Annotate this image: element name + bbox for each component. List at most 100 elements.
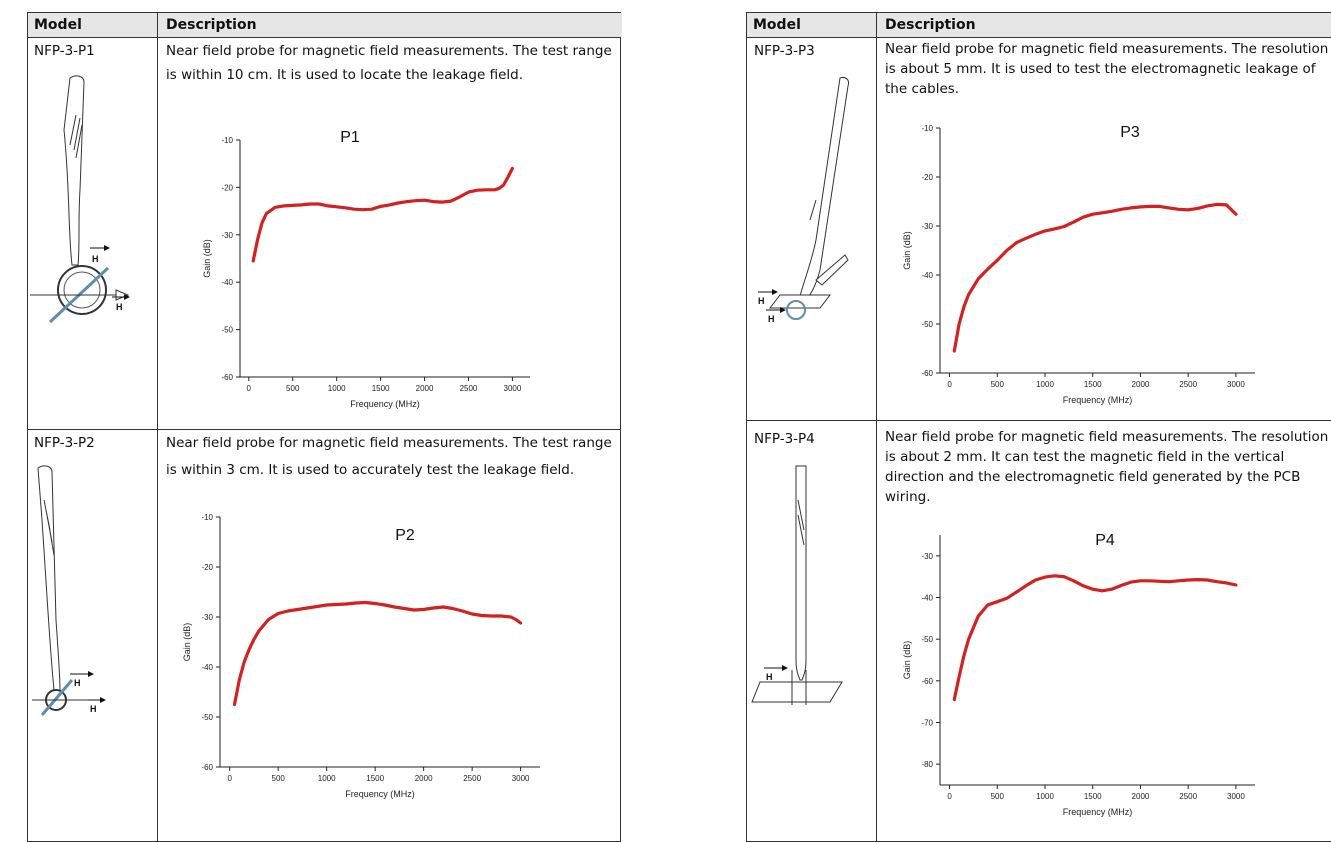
h-field-label: H — [90, 704, 97, 714]
x-tick-label: 2500 — [1179, 792, 1197, 801]
y-tick-label: -50 — [921, 635, 933, 644]
x-axis-label: Frequency (MHz) — [350, 399, 420, 409]
right-table-header — [747, 13, 1331, 37]
chart-title: P1 — [340, 129, 360, 146]
left-spec-table: Model Description — [27, 12, 622, 842]
y-tick-label: -50 — [921, 320, 933, 329]
chart-p2: -10 -20 -30 -40 -50 -60 0 500 1000 1500 2000 2500 30… — [182, 513, 540, 799]
y-tick-label: -60 — [921, 677, 933, 686]
description-line: Near field probe for magnetic field meas… — [166, 435, 612, 451]
chart-p3: -10 -20 -30 -40 -50 -60 0 500 1000 1500 2000 2500 30… — [902, 124, 1255, 405]
y-tick-label: -10 — [921, 124, 933, 133]
h-field-label: H — [758, 296, 765, 306]
x-tick-label: 2000 — [1132, 380, 1150, 389]
x-tick-label: 1000 — [328, 384, 346, 393]
model-name-p3: NFP-3-P3 — [754, 43, 815, 59]
x-tick-label: 3000 — [1227, 380, 1245, 389]
x-tick-label: 3000 — [1227, 792, 1245, 801]
model-name-p2: NFP-3-P2 — [34, 435, 95, 451]
description-line: Near field probe for magnetic field meas… — [885, 429, 1329, 445]
x-tick-label: 500 — [991, 380, 1005, 389]
y-tick-label: -60 — [221, 373, 233, 382]
x-tick-label: 3000 — [512, 774, 530, 783]
y-tick-label: -60 — [201, 763, 213, 772]
x-tick-label: 0 — [247, 384, 252, 393]
y-axis-label: Gain (dB) — [902, 231, 912, 270]
x-tick-label: 500 — [991, 792, 1005, 801]
x-tick-label: 2000 — [415, 774, 433, 783]
description-line: is within 10 cm. It is used to locate th… — [166, 67, 523, 83]
h-field-label: H — [74, 678, 81, 688]
x-tick-label: 500 — [272, 774, 286, 783]
right-spec-table: Model Description — [746, 12, 1331, 842]
y-tick-label: -40 — [201, 663, 213, 672]
gain-curve — [232, 600, 523, 707]
x-axis-label: Frequency (MHz) — [1063, 395, 1133, 405]
chart-title: P2 — [395, 527, 415, 544]
x-tick-label: 0 — [227, 774, 232, 783]
model-name-p4: NFP-3-P4 — [754, 431, 815, 447]
y-tick-label: -30 — [221, 231, 233, 240]
model-name-p1: NFP-3-P1 — [34, 43, 95, 59]
y-tick-label: -20 — [921, 173, 933, 182]
h-field-label: H — [768, 314, 775, 324]
x-tick-label: 0 — [947, 792, 952, 801]
description-column-header: Description — [166, 17, 257, 33]
y-axis-label: Gain (dB) — [182, 623, 192, 662]
x-tick-label: 3000 — [504, 384, 522, 393]
description-line: the cables. — [885, 81, 960, 97]
x-tick-label: 1500 — [1084, 792, 1102, 801]
y-tick-label: -20 — [221, 183, 233, 192]
x-tick-label: 2500 — [460, 384, 478, 393]
x-tick-label: 1000 — [1036, 380, 1054, 389]
x-axis-label: Frequency (MHz) — [1063, 807, 1133, 817]
y-axis-label: Gain (dB) — [202, 239, 212, 278]
y-tick-label: -50 — [221, 326, 233, 335]
y-tick-label: -10 — [221, 136, 233, 145]
gain-curve — [952, 202, 1238, 353]
chart-p4: -30 -40 -50 -60 -70 -80 0 500 1000 1500 2000 2500 30… — [902, 532, 1255, 817]
description-line: is about 2 mm. It can test the magnetic … — [885, 449, 1285, 465]
x-tick-label: 1500 — [1084, 380, 1102, 389]
h-field-label: H — [116, 302, 123, 312]
left-table-header — [28, 13, 622, 37]
model-column-header: Model — [34, 17, 82, 33]
y-tick-label: -10 — [201, 513, 213, 522]
probe-p3-illustration: H H — [758, 77, 849, 324]
description-line: Near field probe for magnetic field meas… — [166, 43, 612, 59]
h-field-label: H — [766, 672, 773, 682]
chart-title: P3 — [1120, 124, 1140, 141]
y-tick-label: -40 — [921, 271, 933, 280]
y-tick-label: -30 — [921, 552, 933, 561]
x-axis-label: Frequency (MHz) — [345, 789, 415, 799]
y-tick-label: -50 — [201, 713, 213, 722]
probe-p1-illustration: H H — [30, 75, 130, 324]
description-line: is about 5 mm. It is used to test the el… — [885, 61, 1316, 77]
x-tick-label: 2500 — [1179, 380, 1197, 389]
x-tick-label: 1000 — [318, 774, 336, 783]
y-tick-label: -40 — [921, 594, 933, 603]
model-column-header: Model — [753, 17, 801, 33]
chart-title: P4 — [1095, 532, 1115, 549]
probe-p2-illustration: H H — [32, 465, 106, 716]
h-field-label: H — [92, 254, 99, 264]
x-tick-label: 1500 — [366, 774, 384, 783]
gain-curve — [251, 166, 514, 263]
x-tick-label: 500 — [286, 384, 300, 393]
x-tick-label: 1500 — [372, 384, 390, 393]
y-tick-label: -30 — [921, 222, 933, 231]
description-column-header: Description — [885, 17, 976, 33]
y-tick-label: -80 — [921, 760, 933, 769]
x-tick-label: 2000 — [1132, 792, 1150, 801]
x-tick-label: 2500 — [463, 774, 481, 783]
description-line: is within 3 cm. It is used to accurately… — [166, 462, 575, 478]
description-line: wiring. — [885, 489, 931, 505]
y-tick-label: -20 — [201, 563, 213, 572]
y-axis-label: Gain (dB) — [902, 641, 912, 680]
x-tick-label: 2000 — [416, 384, 434, 393]
gain-curve — [952, 574, 1238, 702]
chart-p1: -10 -20 -30 -40 -50 -60 0 500 1000 1500 2000 2500 30… — [202, 129, 530, 409]
y-tick-label: -60 — [921, 369, 933, 378]
description-line: Near field probe for magnetic field meas… — [885, 41, 1329, 57]
y-tick-label: -70 — [921, 719, 933, 728]
